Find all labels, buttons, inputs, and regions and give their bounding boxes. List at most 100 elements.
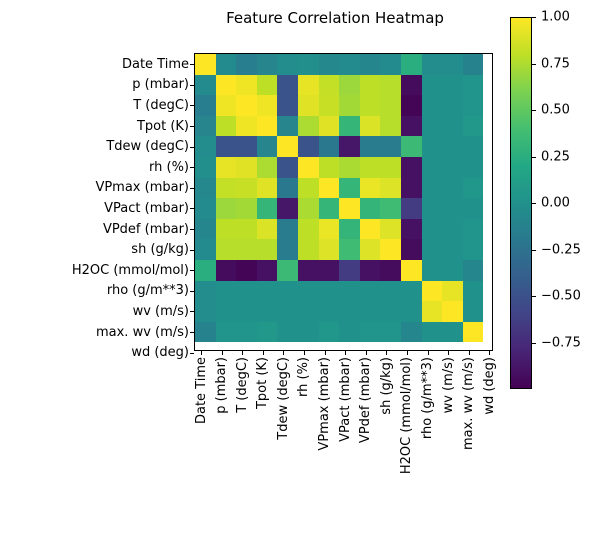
x-tick-mark xyxy=(428,351,429,355)
heatmap-cell xyxy=(298,95,319,116)
heatmap-cell xyxy=(195,116,216,136)
colorbar-tick-mark xyxy=(532,250,536,251)
heatmap-cell xyxy=(216,75,236,95)
heatmap-cell xyxy=(422,260,442,281)
heatmap-cell xyxy=(298,157,319,178)
x-tick-label: sh (g/kg) xyxy=(378,357,394,415)
heatmap-cell xyxy=(216,95,236,116)
heatmap-cell xyxy=(339,260,360,281)
heatmap-cell xyxy=(463,301,483,322)
x-tick-mark xyxy=(448,351,449,355)
heatmap-cell xyxy=(277,54,298,75)
x-tick-label: wd (deg) xyxy=(481,357,497,415)
heatmap-cell xyxy=(195,260,216,281)
y-tick-label: p (mbar) xyxy=(132,77,189,93)
heatmap-cell xyxy=(319,75,339,95)
heatmap-cell xyxy=(463,239,483,260)
heatmap-cell xyxy=(442,281,463,301)
heatmap-cell xyxy=(216,54,236,75)
x-tick-mark xyxy=(263,351,264,355)
heatmap-cell xyxy=(380,322,401,342)
heatmap-cell xyxy=(216,281,236,301)
x-tick-mark xyxy=(283,351,284,355)
heatmap-cell xyxy=(442,157,463,178)
heatmap-cell xyxy=(442,54,463,75)
heatmap-cell xyxy=(339,95,360,116)
heatmap-cell xyxy=(216,157,236,178)
x-tick-label: VPact (mbar) xyxy=(337,357,353,442)
heatmap-cell xyxy=(442,260,463,281)
heatmap-cell xyxy=(195,301,216,322)
heatmap-cell xyxy=(195,281,216,301)
heatmap-cell xyxy=(298,116,319,136)
heatmap-cell xyxy=(236,219,257,239)
y-tick-label: wv (m/s) xyxy=(132,303,189,319)
x-tick-mark xyxy=(222,351,223,355)
x-tick-mark xyxy=(366,351,367,355)
y-tick-label: Date Time xyxy=(121,56,189,72)
y-tick-label: Tpot (K) xyxy=(136,118,189,134)
heatmap-cell xyxy=(401,116,422,136)
y-tick-mark xyxy=(190,208,194,209)
y-tick-mark xyxy=(190,64,194,65)
heatmap-cell xyxy=(236,157,257,178)
y-tick-mark xyxy=(190,311,194,312)
heatmap-cell xyxy=(463,198,483,219)
heatmap-cell xyxy=(195,322,216,342)
heatmap-cell xyxy=(422,281,442,301)
heatmap-cell xyxy=(216,116,236,136)
y-tick-mark xyxy=(190,270,194,271)
heatmap-cell xyxy=(463,157,483,178)
heatmap-cell xyxy=(360,75,380,95)
heatmap-cell xyxy=(360,281,380,301)
heatmap-cell xyxy=(236,322,257,342)
heatmap-cell xyxy=(257,198,277,219)
heatmap-cell xyxy=(380,260,401,281)
heatmap-cell xyxy=(360,301,380,322)
colorbar-tick-mark xyxy=(532,110,536,111)
heatmap-cell xyxy=(319,116,339,136)
heatmap-cell xyxy=(277,219,298,239)
heatmap-cell xyxy=(339,178,360,198)
y-tick-label: Tdew (degC) xyxy=(106,139,189,155)
colorbar-tick-mark xyxy=(532,157,536,158)
heatmap-cell xyxy=(236,75,257,95)
heatmap-cell xyxy=(277,178,298,198)
heatmap-cell xyxy=(463,322,483,342)
heatmap-cell xyxy=(277,116,298,136)
x-tick-label: max. wv (m/s) xyxy=(461,357,477,451)
colorbar-tick-label: 0.50 xyxy=(541,102,570,118)
heatmap-cell xyxy=(463,136,483,157)
y-tick-mark xyxy=(190,126,194,127)
heatmap-cell xyxy=(463,281,483,301)
x-tick-mark xyxy=(325,351,326,355)
colorbar-tick-label: −0.25 xyxy=(541,242,581,257)
heatmap-cell xyxy=(236,260,257,281)
heatmap-cell xyxy=(257,301,277,322)
heatmap-cell xyxy=(236,281,257,301)
heatmap-cell xyxy=(298,260,319,281)
heatmap-cell xyxy=(442,116,463,136)
heatmap-cell xyxy=(319,198,339,219)
heatmap-cell xyxy=(216,322,236,342)
heatmap-cell xyxy=(422,239,442,260)
heatmap-cell xyxy=(422,136,442,157)
y-tick-mark xyxy=(190,188,194,189)
heatmap-cell xyxy=(442,219,463,239)
colorbar-tick-label: 0.25 xyxy=(541,149,570,164)
heatmap-cell xyxy=(236,239,257,260)
heatmap-cell xyxy=(195,239,216,260)
heatmap-cell xyxy=(216,260,236,281)
heatmap-cell xyxy=(339,157,360,178)
heatmap-cell xyxy=(195,75,216,95)
heatmap-cell xyxy=(442,239,463,260)
y-tick-mark xyxy=(190,250,194,251)
heatmap-cell xyxy=(216,239,236,260)
heatmap-cell xyxy=(380,136,401,157)
x-tick-mark xyxy=(201,351,202,355)
colorbar-tick-mark xyxy=(532,343,536,344)
heatmap-cell xyxy=(339,136,360,157)
y-tick-mark xyxy=(190,167,194,168)
heatmap-cell xyxy=(463,116,483,136)
